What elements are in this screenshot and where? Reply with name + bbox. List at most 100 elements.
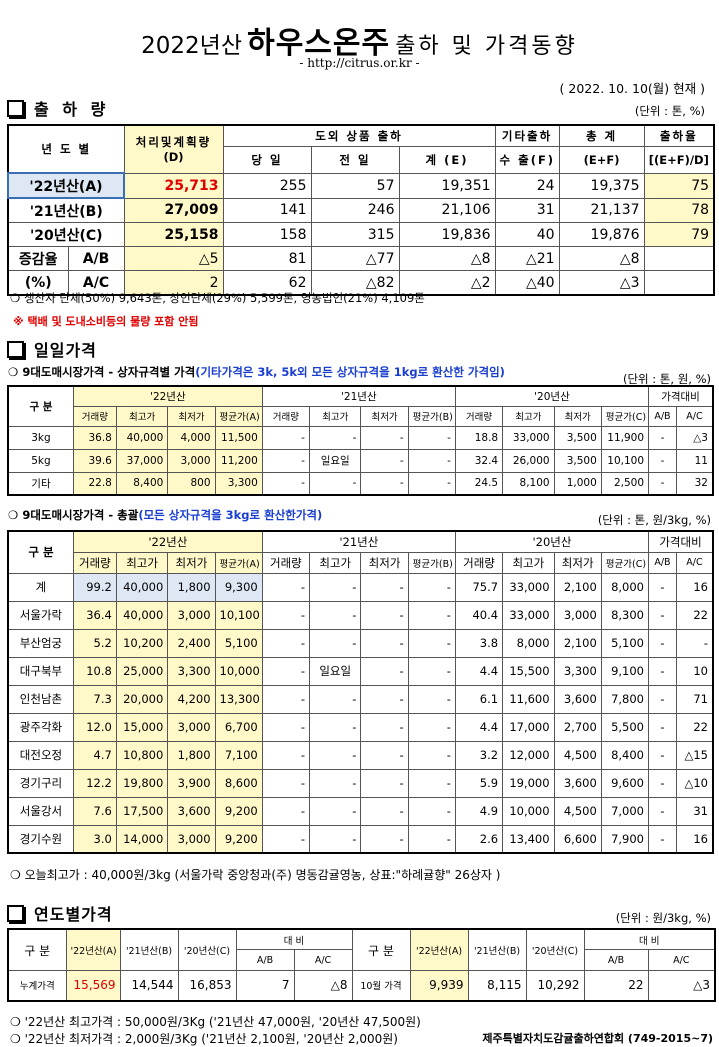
shipment-row: '21년산(B) 27,009 141 246 21,106 31 21,137 78 <box>7 197 715 223</box>
price-row: 경기수원 3.0 14,000 3,000 9,200- - - -2.6 13,400 6,60… <box>7 824 714 854</box>
year-header: '21년산 <box>261 530 456 553</box>
price-cell: - <box>360 425 409 450</box>
site-url[interactable]: - http://citrus.or.kr - <box>299 56 420 70</box>
price-cell: 33,000 <box>502 572 555 602</box>
col-header: 최저가 <box>553 405 602 427</box>
price-cell: 7,000 <box>600 796 650 826</box>
price-cell: - <box>648 768 677 798</box>
header-rate-sub: [(E+F)/D] <box>643 146 715 174</box>
header-rate: 출하율 <box>643 124 715 148</box>
checkbox-square-icon <box>7 99 24 117</box>
price-cell: - <box>308 796 362 826</box>
row-label: 인천남촌 <box>7 684 74 714</box>
price-row: 광주각화 12.0 15,000 3,000 6,700- - - -4.4 17,000 2,7… <box>7 712 714 742</box>
price-cell: 3,000 <box>167 448 216 473</box>
price-cell: 8,000 <box>502 628 555 658</box>
section-yearly-heading: 연도별가격 <box>7 901 113 925</box>
price-cell: 7,100 <box>214 740 263 770</box>
price-cell: 6.1 <box>454 684 504 714</box>
price-cell: - <box>407 656 456 686</box>
price-row: 서울강서 7.6 17,500 3,600 9,200- - - -4.9 10,000 4,50… <box>7 796 714 826</box>
price-cell: 3,300 <box>553 656 602 686</box>
october-ab: 22 <box>583 970 649 1001</box>
general-unit: (단위 : 톤, 원/3kg, %) <box>597 513 711 527</box>
today-high-note: ❍ 오늘최고가 : 40,000원/3kg (서울가락 중앙청과(주) 명동감귤… <box>10 868 501 882</box>
row-label: 부산엄궁 <box>7 628 74 658</box>
price-cell: - <box>648 684 677 714</box>
price-cell: - <box>261 572 310 602</box>
price-row: 3kg 36.8 40,000 4,000 11,500- - - -18.8 33,000 3,… <box>7 425 714 450</box>
price-cell: 10.8 <box>72 656 117 686</box>
price-cell: 16 <box>675 572 714 602</box>
section-daily-heading: 일일가격 <box>7 337 97 361</box>
price-cell: 3.2 <box>454 740 504 770</box>
rate-cell: 78 <box>643 197 715 223</box>
price-cell: - <box>407 824 456 854</box>
subtotal-cell: 19,351 <box>398 172 496 199</box>
yesterday-cell: 57 <box>310 172 400 199</box>
price-cell: 10 <box>675 656 714 686</box>
other-cell: 40 <box>494 222 560 247</box>
price-cell: 22 <box>675 600 714 630</box>
price-cell: 일요일 <box>308 448 362 473</box>
yearly-col-22-right: '22년산(A) <box>409 928 469 971</box>
price-cell: - <box>648 712 677 742</box>
row-label: 광주각화 <box>7 712 74 742</box>
shipment-row: '20년산(C) 25,158 158 315 19,836 40 19,876 79 <box>7 222 715 247</box>
checkbox-square-icon <box>7 340 24 358</box>
price-cell: 40.4 <box>454 600 504 630</box>
col-header: 거래량 <box>72 405 117 427</box>
yearly-col-20-right: '20년산(C) <box>525 928 585 971</box>
title-tail: 출하 및 가격동향 <box>395 34 578 59</box>
col-header: 최고가 <box>502 405 555 427</box>
price-cell: 2,100 <box>553 572 602 602</box>
price-cell: 7,900 <box>600 824 650 854</box>
ac-header: A/C <box>675 551 714 574</box>
price-cell: 800 <box>167 471 216 496</box>
price-cell: 13,400 <box>502 824 555 854</box>
price-cell: 8,300 <box>600 600 650 630</box>
price-cell: - <box>407 768 456 798</box>
price-cell: 11,600 <box>502 684 555 714</box>
price-cell: 5,100 <box>600 628 650 658</box>
yearly-unit: (단위 : 원/3kg, %) <box>615 911 711 925</box>
rate-change <box>643 246 715 271</box>
price-row: 기타 22.8 8,400 800 3,300- - - -24.5 8,100 1,000 2,5… <box>7 471 714 496</box>
price-cell: △10 <box>675 768 714 798</box>
price-cell: △15 <box>675 740 714 770</box>
yearly-ac-right: A/C <box>647 949 716 971</box>
price-cell: 1,800 <box>167 740 216 770</box>
row-label: 계 <box>7 572 74 602</box>
change-label: 증감율 <box>7 246 69 271</box>
price-cell: 4,000 <box>167 425 216 450</box>
price-cell: - <box>407 740 456 770</box>
price-cell: 37,000 <box>115 448 169 473</box>
today-cell: 141 <box>222 197 312 223</box>
price-cell: - <box>261 600 310 630</box>
producers-note: ❍ 생산자 단체(50%) 9,643톤, 상인단체(29%) 5,599톤, … <box>10 291 425 305</box>
title-year: 2022년산 <box>141 33 242 59</box>
price-cell: 33,000 <box>502 425 555 450</box>
avg-header: 평균가(A) <box>214 405 263 427</box>
row-label: 기타 <box>7 471 74 496</box>
yesterday-cell: 315 <box>310 222 400 247</box>
cumulative-ab: 7 <box>235 970 295 1001</box>
avg-header: 평균가(B) <box>407 551 456 574</box>
price-cell: - <box>648 600 677 630</box>
price-cell: 4,500 <box>553 740 602 770</box>
price-cell: 17,000 <box>502 712 555 742</box>
avg-header: 평균가(C) <box>600 405 650 427</box>
october-c: 10,292 <box>525 970 585 1001</box>
price-cell: 32.4 <box>454 448 504 473</box>
year-header: '22년산 <box>72 530 263 553</box>
price-cell: 11,900 <box>600 425 650 450</box>
price-cell: - <box>648 572 677 602</box>
spec-unit: (단위 : 톤, 원, %) <box>622 372 711 386</box>
price-cell: 9,300 <box>214 572 263 602</box>
price-cell: - <box>308 628 362 658</box>
price-cell: 24.5 <box>454 471 504 496</box>
col-header: 최저가 <box>360 551 409 574</box>
yearly-col-21-right: '21년산(B) <box>467 928 527 971</box>
yearly-compare-left: 대 비 <box>235 928 353 951</box>
price-cell: - <box>407 572 456 602</box>
